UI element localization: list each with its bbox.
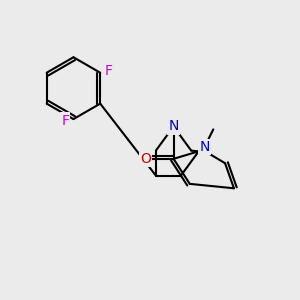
Text: N: N [199, 140, 210, 154]
Text: N: N [168, 119, 179, 134]
Text: O: O [140, 152, 151, 166]
Text: F: F [104, 64, 112, 78]
Text: F: F [61, 114, 69, 128]
